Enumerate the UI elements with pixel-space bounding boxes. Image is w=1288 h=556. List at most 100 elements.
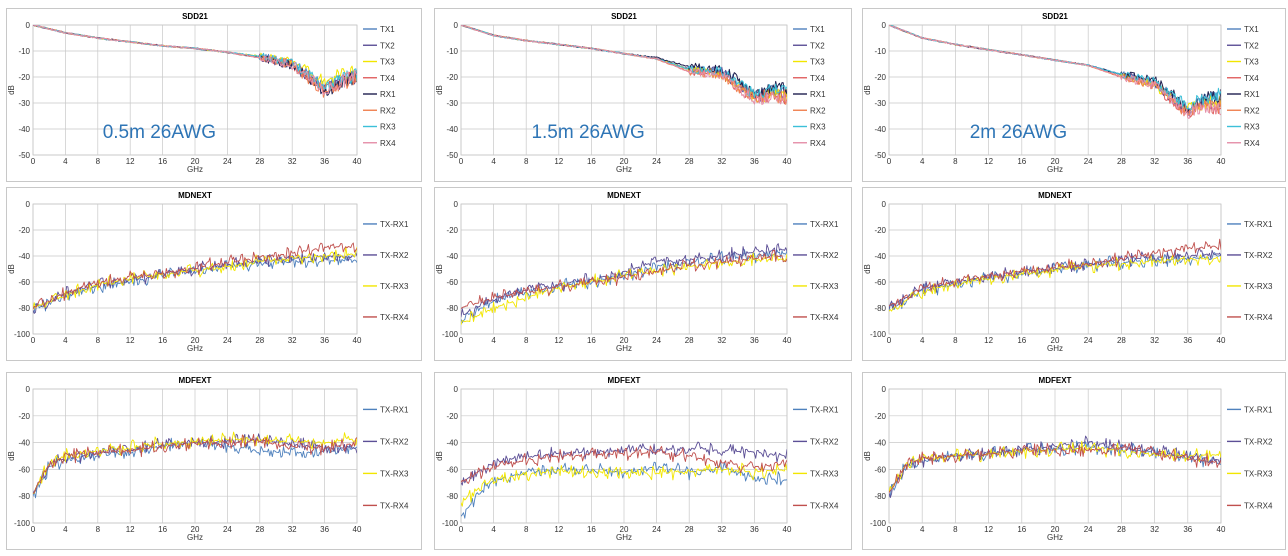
chart-title: MDFEXT — [608, 376, 641, 385]
y-tick-label: -60 — [446, 278, 458, 287]
chart-svg: MDFEXT 0 4 8 12 16 20 24 28 32 36 40 0 -20 -40 -60 -80 -1… — [435, 376, 839, 542]
legend-label: RX2 — [810, 106, 826, 115]
chart-panel-sdd21-0: SDD21 0 4 8 12 16 20 24 28 32 36 40 0 -10 -20 -30 -40 -50… — [6, 8, 422, 182]
legend-label: TX1 — [810, 25, 825, 34]
y-tick-label: -40 — [446, 125, 458, 134]
y-tick-label: 0 — [26, 21, 31, 30]
x-tick-label: 24 — [223, 336, 232, 345]
x-tick-label: 24 — [652, 525, 661, 534]
x-tick-label: 40 — [353, 336, 362, 345]
x-tick-label: 12 — [984, 525, 993, 534]
x-tick-label: 12 — [126, 336, 135, 345]
y-tick-label: -20 — [874, 73, 886, 82]
legend-label: TX1 — [380, 25, 395, 34]
chart-panel-sdd21-2: SDD21 0 4 8 12 16 20 24 28 32 36 40 0 -10 -20 -30 -40 -50… — [862, 8, 1286, 182]
x-tick-label: 8 — [96, 157, 101, 166]
chart-title: MDFEXT — [179, 376, 212, 385]
chart-title: MDNEXT — [1038, 191, 1072, 200]
x-axis-label: GHz — [1047, 533, 1063, 542]
y-tick-label: -20 — [446, 226, 458, 235]
x-tick-label: 12 — [554, 336, 563, 345]
legend-label: TX-RX2 — [380, 437, 409, 446]
y-tick-label: -50 — [446, 151, 458, 160]
y-tick-label: 0 — [882, 200, 887, 209]
legend-label: TX4 — [1244, 74, 1259, 83]
legend-label: TX-RX4 — [1244, 313, 1273, 322]
chart-panel-mdnext-2: MDNEXT 0 4 8 12 16 20 24 28 32 36 40 0 -20 -40 -60 -80 -1… — [862, 187, 1286, 361]
chart-title: MDFEXT — [1039, 376, 1072, 385]
y-tick-label: 0 — [454, 385, 459, 394]
x-tick-label: 24 — [1084, 525, 1093, 534]
x-tick-label: 20 — [620, 336, 629, 345]
y-tick-label: -30 — [18, 99, 30, 108]
x-tick-label: 0 — [887, 157, 892, 166]
y-tick-label: 0 — [882, 21, 887, 30]
y-tick-label: -40 — [874, 252, 886, 261]
legend-label: TX4 — [810, 74, 825, 83]
x-tick-label: 32 — [1150, 157, 1159, 166]
chart-svg: MDNEXT 0 4 8 12 16 20 24 28 32 36 40 0 -20 -40 -60 -80 -1… — [7, 191, 409, 353]
x-tick-label: 32 — [1150, 525, 1159, 534]
x-tick-label: 32 — [717, 336, 726, 345]
y-tick-label: -30 — [874, 99, 886, 108]
y-tick-label: 0 — [454, 21, 459, 30]
x-tick-label: 40 — [353, 525, 362, 534]
x-tick-label: 8 — [953, 525, 958, 534]
legend-label: TX-RX3 — [380, 469, 409, 478]
x-tick-label: 24 — [223, 525, 232, 534]
x-tick-label: 12 — [554, 157, 563, 166]
x-tick-label: 28 — [1117, 157, 1126, 166]
legend-label: TX2 — [810, 41, 825, 50]
x-tick-label: 40 — [1217, 525, 1226, 534]
x-tick-label: 4 — [491, 336, 496, 345]
legend-label: RX1 — [1244, 90, 1260, 99]
series-line-tx-rx4 — [889, 238, 1221, 307]
x-axis-label: GHz — [616, 344, 632, 353]
legend-label: TX2 — [1244, 41, 1259, 50]
y-axis-label: dB — [863, 451, 872, 461]
y-tick-label: -20 — [18, 73, 30, 82]
x-tick-label: 12 — [984, 336, 993, 345]
x-tick-label: 28 — [255, 525, 264, 534]
legend-label: TX3 — [1244, 58, 1259, 67]
x-tick-label: 4 — [920, 525, 925, 534]
y-tick-label: -40 — [874, 125, 886, 134]
y-tick-label: -80 — [446, 492, 458, 501]
legend-label: TX-RX1 — [380, 220, 409, 229]
cable-annotation: 1.5m 26AWG — [531, 122, 644, 143]
x-tick-label: 20 — [1051, 157, 1060, 166]
x-tick-label: 16 — [1017, 336, 1026, 345]
y-tick-label: -80 — [874, 492, 886, 501]
y-tick-label: -50 — [874, 151, 886, 160]
series-line-tx-rx2 — [889, 435, 1221, 499]
y-tick-label: 0 — [882, 385, 887, 394]
y-tick-label: -40 — [18, 439, 30, 448]
x-tick-label: 20 — [1051, 525, 1060, 534]
y-tick-label: -10 — [446, 47, 458, 56]
legend-label: TX-RX2 — [1244, 251, 1273, 260]
legend-label: RX2 — [1244, 106, 1260, 115]
y-axis-label: dB — [7, 451, 16, 461]
x-tick-label: 36 — [750, 336, 759, 345]
chart-title: MDNEXT — [178, 191, 212, 200]
y-tick-label: 0 — [26, 200, 31, 209]
legend-label: RX4 — [380, 139, 396, 148]
x-tick-label: 32 — [288, 336, 297, 345]
y-tick-label: -20 — [18, 226, 30, 235]
legend-label: TX-RX3 — [380, 282, 409, 291]
y-tick-label: -100 — [442, 519, 459, 528]
legend-label: TX-RX2 — [810, 251, 839, 260]
x-tick-label: 36 — [750, 157, 759, 166]
x-tick-label: 28 — [255, 157, 264, 166]
x-tick-label: 16 — [1017, 525, 1026, 534]
legend-label: TX-RX2 — [380, 251, 409, 260]
x-tick-label: 8 — [96, 336, 101, 345]
y-tick-label: -60 — [874, 465, 886, 474]
x-tick-label: 0 — [887, 525, 892, 534]
legend-label: RX4 — [810, 139, 826, 148]
y-axis-label: dB — [435, 264, 444, 274]
x-tick-label: 36 — [1183, 157, 1192, 166]
legend-label: RX3 — [380, 123, 396, 132]
x-tick-label: 28 — [685, 336, 694, 345]
chart-panel-sdd21-1: SDD21 0 4 8 12 16 20 24 28 32 36 40 0 -10 -20 -30 -40 -50… — [434, 8, 852, 182]
